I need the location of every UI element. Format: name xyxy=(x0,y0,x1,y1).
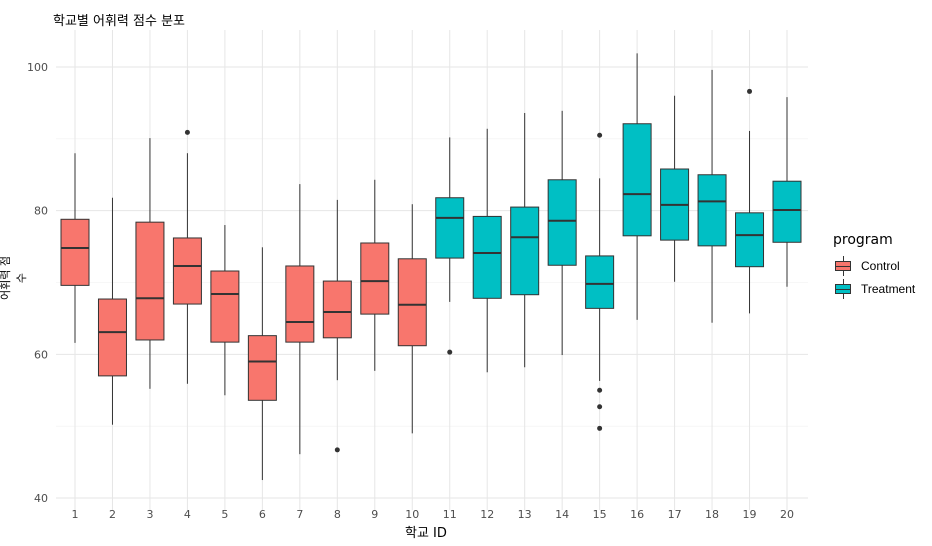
legend-label-control: Control xyxy=(861,258,900,273)
box-school-18 xyxy=(697,174,727,247)
x-tick-label: 9 xyxy=(371,508,378,521)
y-tick-label: 60 xyxy=(34,348,48,361)
box-school-2 xyxy=(97,298,127,377)
x-tick-label: 12 xyxy=(480,508,494,521)
x-tick-label: 1 xyxy=(72,508,79,521)
box-school-14 xyxy=(547,179,577,266)
box-school-20 xyxy=(772,180,802,243)
box-school-8 xyxy=(322,280,352,339)
x-tick-label: 16 xyxy=(630,508,644,521)
x-tick-label: 5 xyxy=(221,508,228,521)
box-school-4 xyxy=(172,237,202,305)
x-tick-label: 8 xyxy=(334,508,341,521)
outlier-point xyxy=(184,129,190,135)
x-tick-label: 2 xyxy=(109,508,116,521)
box-school-19 xyxy=(735,212,765,268)
box-school-11 xyxy=(435,197,465,259)
legend-key-treatment xyxy=(833,278,853,299)
box-school-13 xyxy=(510,206,540,296)
x-tick-label: 17 xyxy=(668,508,682,521)
legend-item-control: Control xyxy=(833,254,915,277)
outlier-point xyxy=(447,349,453,355)
x-tick-label: 11 xyxy=(443,508,457,521)
box-school-7 xyxy=(285,265,315,343)
legend-key-control xyxy=(833,255,853,276)
x-tick-label: 18 xyxy=(705,508,719,521)
outlier-point xyxy=(597,387,603,393)
x-tick-label: 7 xyxy=(296,508,303,521)
box-school-15 xyxy=(585,255,615,309)
box-school-9 xyxy=(360,242,390,315)
chart-title: 학교별 어휘력 점수 분포 xyxy=(53,14,185,29)
x-tick-label: 10 xyxy=(405,508,419,521)
x-tick-label: 15 xyxy=(593,508,607,521)
outlier-point xyxy=(747,88,753,94)
box-school-1 xyxy=(60,218,90,286)
outlier-point xyxy=(597,425,603,431)
outlier-point xyxy=(597,132,603,138)
x-tick-label: 13 xyxy=(518,508,532,521)
x-tick-label: 6 xyxy=(259,508,266,521)
legend-label-treatment: Treatment xyxy=(861,281,916,296)
outlier-point xyxy=(334,447,340,453)
y-tick-label: 40 xyxy=(34,492,48,505)
legend-title: program xyxy=(833,232,893,248)
x-tick-label: 14 xyxy=(555,508,569,521)
box-school-10 xyxy=(397,258,427,347)
x-tick-label: 20 xyxy=(780,508,794,521)
legend: program Control Treatment xyxy=(833,232,915,300)
x-tick-label: 3 xyxy=(146,508,153,521)
y-tick-label: 100 xyxy=(27,61,48,74)
legend-item-treatment: Treatment xyxy=(833,277,915,300)
y-axis-label: 어휘력 점수 xyxy=(0,256,28,300)
x-tick-label: 4 xyxy=(184,508,191,521)
box-school-5 xyxy=(210,270,240,343)
x-axis-label: 학교 ID xyxy=(405,526,447,541)
outlier-point xyxy=(597,404,603,410)
box-school-12 xyxy=(472,215,502,299)
box-school-6 xyxy=(247,335,277,401)
y-tick-label: 80 xyxy=(34,205,48,218)
box-school-3 xyxy=(135,221,165,341)
box-school-16 xyxy=(622,123,652,237)
x-tick-label: 19 xyxy=(743,508,757,521)
